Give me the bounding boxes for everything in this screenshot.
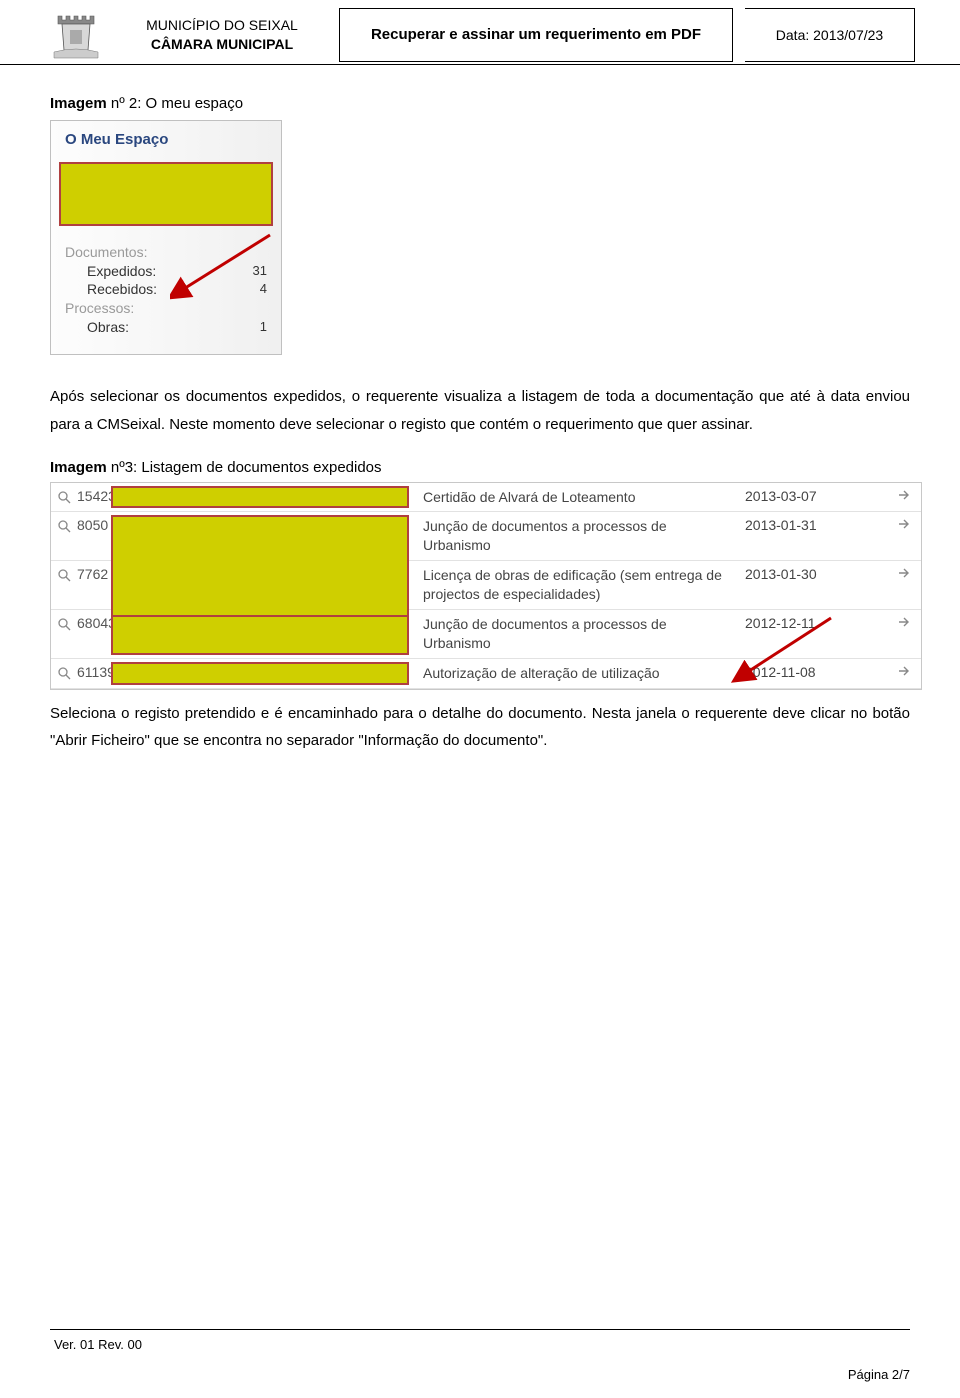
paragraph-1: Após selecionar os documentos expedidos,… bbox=[50, 383, 910, 439]
open-icon[interactable] bbox=[897, 488, 911, 502]
open-icon[interactable] bbox=[897, 615, 911, 629]
image-caption-1: Imagem nº 2: O meu espaço bbox=[50, 95, 910, 112]
redacted-block-large bbox=[111, 515, 409, 617]
document-title: Recuperar e assinar um requerimento em P… bbox=[339, 8, 733, 62]
open-icon[interactable] bbox=[897, 566, 911, 580]
caption1-rest: nº 2: O meu espaço bbox=[107, 95, 243, 112]
footer-rule bbox=[50, 1329, 910, 1330]
search-icon bbox=[57, 568, 71, 582]
doc-desc: Autorização de alteração de utilização bbox=[419, 659, 739, 688]
doc-id: 7762 bbox=[77, 566, 108, 582]
open-icon[interactable] bbox=[897, 664, 911, 678]
doc-id: 8050 bbox=[77, 517, 108, 533]
doc-date: 2013-03-07 bbox=[739, 483, 859, 512]
document-date: Data: 2013/07/23 bbox=[745, 8, 915, 62]
crest-icon bbox=[48, 10, 102, 60]
municipality-name: MUNICÍPIO DO SEIXAL CÂMARA MUNICIPAL bbox=[117, 8, 327, 62]
image-caption-2: Imagem nº3: Listagem de documentos exped… bbox=[50, 459, 910, 476]
muni-line1: MUNICÍPIO DO SEIXAL bbox=[117, 16, 327, 35]
caption2-bold: Imagem bbox=[50, 459, 107, 476]
open-icon[interactable] bbox=[897, 517, 911, 531]
doc-date: 2013-01-30 bbox=[739, 561, 859, 609]
page-content: Imagem nº 2: O meu espaço O Meu Espaço D… bbox=[0, 65, 960, 755]
paragraph-2: Seleciona o registo pretendido e é encam… bbox=[50, 700, 910, 756]
search-icon bbox=[57, 519, 71, 533]
footer-page-number: Página 2/7 bbox=[848, 1367, 910, 1382]
annotation-arrow-1 bbox=[170, 230, 280, 320]
footer-version: Ver. 01 Rev. 00 bbox=[54, 1337, 142, 1352]
search-icon bbox=[57, 666, 71, 680]
obras-label: Obras: bbox=[87, 319, 237, 335]
municipality-crest bbox=[45, 8, 105, 62]
doc-date: 2013-01-31 bbox=[739, 512, 859, 560]
widget-title: O Meu Espaço bbox=[51, 131, 281, 156]
obras-row[interactable]: Obras: 1 bbox=[51, 318, 281, 336]
annotation-arrow-2 bbox=[731, 613, 841, 693]
muni-line2: CÂMARA MUNICIPAL bbox=[117, 35, 327, 54]
doc-id: 61139 bbox=[77, 664, 115, 680]
doc-desc: Junção de documentos a processos de Urba… bbox=[419, 610, 739, 658]
doc-desc: Certidão de Alvará de Loteamento bbox=[419, 483, 739, 512]
doc-desc: Junção de documentos a processos de Urba… bbox=[419, 512, 739, 560]
search-icon bbox=[57, 617, 71, 631]
redacted-cell bbox=[111, 662, 409, 685]
caption1-bold: Imagem bbox=[50, 95, 107, 112]
doc-desc: Licença de obras de edificação (sem entr… bbox=[419, 561, 739, 609]
page-header: MUNICÍPIO DO SEIXAL CÂMARA MUNICIPAL Rec… bbox=[0, 0, 960, 65]
documents-table: 15423 Certidão de Alvará de Loteamento 2… bbox=[50, 482, 922, 690]
search-icon bbox=[57, 490, 71, 504]
redacted-block bbox=[59, 162, 273, 226]
table-row[interactable]: 15423 Certidão de Alvará de Loteamento 2… bbox=[51, 483, 921, 513]
redacted-cell bbox=[111, 486, 409, 509]
redacted-cell bbox=[111, 613, 409, 655]
obras-value: 1 bbox=[237, 319, 267, 335]
caption2-rest: nº3: Listagem de documentos expedidos bbox=[107, 459, 382, 476]
